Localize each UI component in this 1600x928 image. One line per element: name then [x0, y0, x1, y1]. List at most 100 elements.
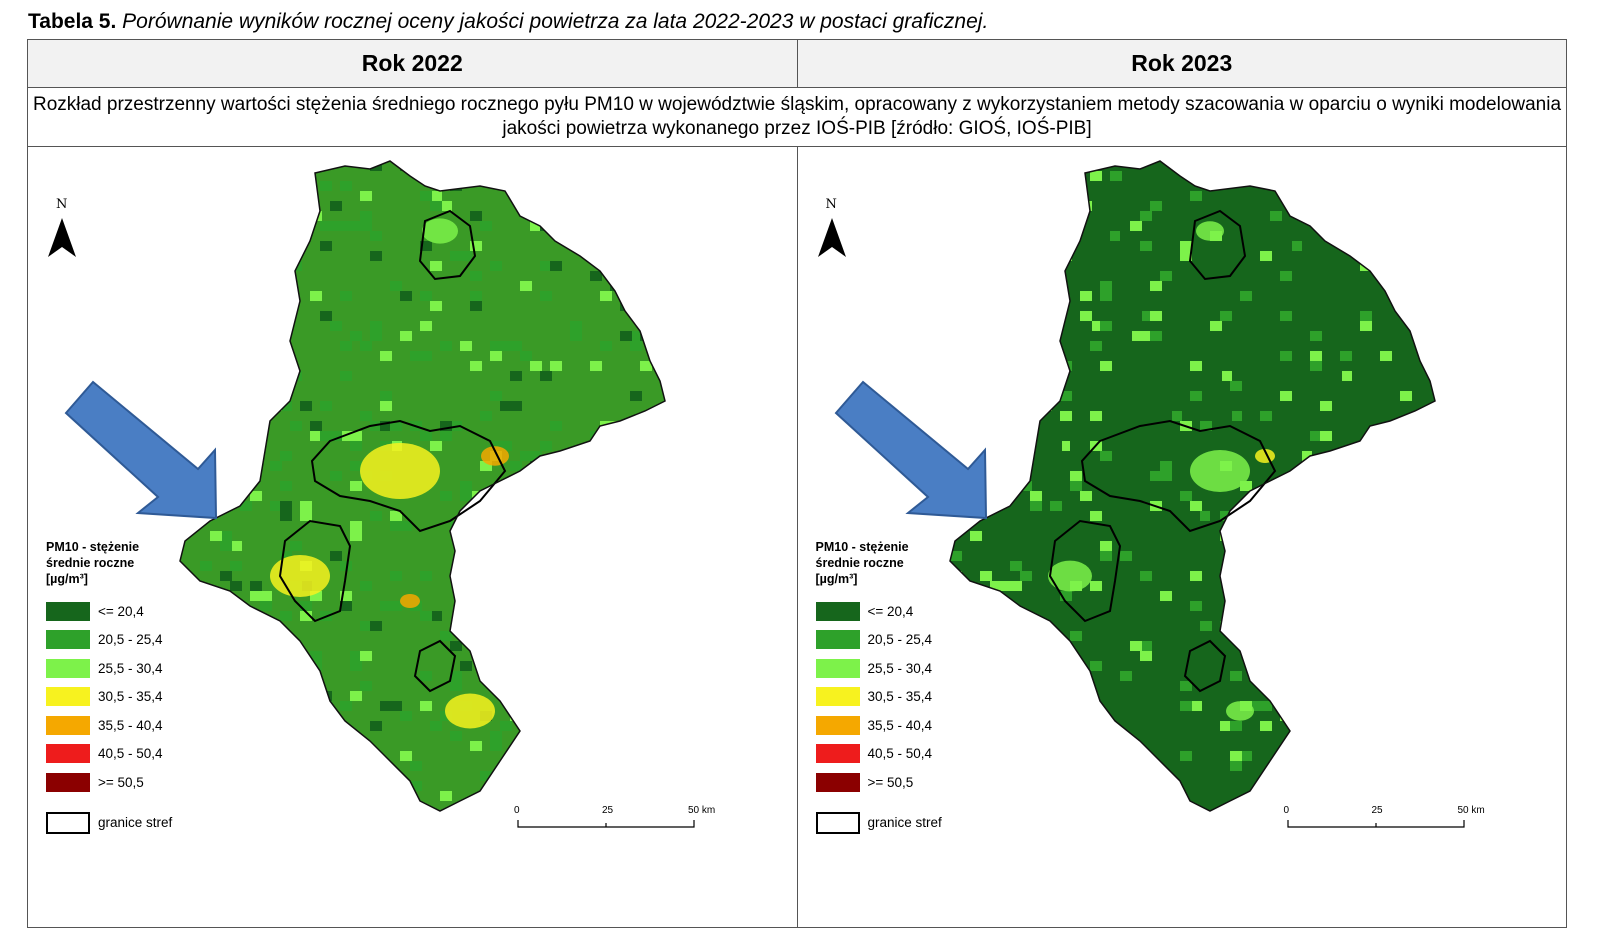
arrow-annotation	[834, 380, 987, 520]
arrow-annotation	[64, 380, 218, 520]
legend-title-line: średnie roczne	[815, 556, 904, 570]
caption-label: Tabela 5.	[28, 10, 117, 33]
region-outline	[948, 160, 1436, 812]
map-legend: PM10 - stężenie średnie roczne [µg/m³] <= 2…	[46, 539, 172, 837]
comparison-table: Rok 2022 Rok 2023 Rozkład przestrzenny w…	[27, 39, 1567, 928]
legend-swatch	[46, 744, 90, 764]
legend-label: 20,5 - 25,4	[867, 632, 933, 648]
legend-swatch	[815, 601, 860, 621]
legend-swatch	[815, 772, 860, 792]
legend-entry: >= 50,5	[815, 768, 942, 797]
legend-label: granice stref	[867, 815, 942, 831]
legend-label: 35,5 - 40,4	[98, 717, 163, 733]
legend-swatch	[46, 630, 90, 650]
zone-border	[278, 519, 352, 623]
legend-entry: 35,5 - 40,4	[815, 711, 942, 740]
legend-title: PM10 - stężenie średnie roczne [µg/m³]	[46, 539, 172, 587]
legend-label: <= 20,4	[98, 603, 144, 619]
legend-entry-border: granice stref	[815, 809, 942, 838]
legend-swatch	[815, 630, 860, 650]
pollution-hotspot	[1225, 701, 1254, 721]
legend-title-line: średnie roczne	[46, 556, 135, 570]
pollution-hotspot	[422, 218, 458, 244]
scale-label: 50 km	[1457, 805, 1485, 816]
map-legend: PM10 - stężenie średnie roczne [µg/m³] <= 2…	[815, 539, 942, 838]
legend-swatch	[815, 658, 860, 678]
map-description: Rozkład przestrzenny wartości stężenia ś…	[27, 87, 1567, 147]
pollution-hotspot	[445, 693, 495, 729]
region-outline	[179, 160, 666, 812]
pollution-hotspot	[270, 555, 330, 597]
legend-label: 30,5 - 35,4	[98, 689, 163, 705]
legend-entry: 25,5 - 30,4	[46, 654, 172, 683]
legend-title-line: [µg/m³]	[46, 572, 88, 586]
map-cell-2023: N 0 25 50 km PM10 - stężenie średnie roczne [µ…	[796, 146, 1567, 928]
table-caption: Tabela 5. Porównanie wyników rocznej oce…	[28, 10, 988, 34]
legend-label: 30,5 - 35,4	[867, 689, 933, 705]
zone-border	[418, 209, 477, 281]
legend-title-line: [µg/m³]	[815, 572, 858, 586]
scale-label: 50 km	[688, 805, 716, 816]
column-header-2022: Rok 2022	[27, 39, 798, 88]
legend-label: 35,5 - 40,4	[867, 717, 933, 733]
legend-label: 20,5 - 25,4	[98, 632, 163, 648]
legend-swatch	[815, 744, 860, 764]
north-arrow-icon	[48, 218, 76, 257]
zone-border	[1188, 209, 1246, 281]
legend-entry: <= 20,4	[46, 597, 172, 626]
zone-border	[413, 639, 457, 693]
legend-label: granice stref	[98, 815, 173, 831]
legend-label: >= 50,5	[98, 774, 144, 790]
scale-label: 0	[1283, 805, 1290, 816]
zone-border	[310, 419, 507, 533]
legend-swatch	[46, 658, 90, 678]
pollution-hotspot	[400, 594, 420, 608]
map-panel-2022: N 0 25 50 km PM10 - stężenie średnie roczne [µ…	[28, 147, 797, 927]
legend-entry: 40,5 - 50,4	[46, 740, 172, 769]
legend-entry: 40,5 - 50,4	[815, 740, 942, 769]
legend-label: 25,5 - 30,4	[867, 660, 933, 676]
legend-entry: 25,5 - 30,4	[815, 654, 942, 683]
scale-label: 25	[602, 805, 614, 816]
pollution-hotspot	[481, 446, 509, 466]
legend-label: 40,5 - 50,4	[867, 746, 933, 762]
legend-swatch-border	[815, 811, 860, 834]
north-label: N	[825, 197, 837, 212]
legend-swatch	[46, 687, 90, 707]
legend-swatch-border	[46, 811, 90, 834]
caption-text: Porównanie wyników rocznej oceny jakości…	[122, 10, 989, 33]
north-label: N	[56, 197, 68, 212]
zone-border	[1183, 639, 1226, 693]
legend-entry: 30,5 - 35,4	[815, 683, 942, 712]
scale-bar	[517, 820, 695, 828]
legend-title-line: PM10 - stężenie	[815, 540, 909, 554]
legend-entry: <= 20,4	[815, 597, 942, 626]
zone-border	[1048, 519, 1121, 623]
legend-swatch	[46, 715, 90, 735]
legend-entry: 20,5 - 25,4	[815, 626, 942, 655]
region-fill	[949, 161, 1435, 811]
legend-swatch	[815, 687, 860, 707]
column-header-2023: Rok 2023	[796, 39, 1567, 88]
legend-entry: 30,5 - 35,4	[46, 683, 172, 712]
pm10-map	[817, 160, 1465, 828]
legend-title: PM10 - stężenie średnie roczne [µg/m³]	[816, 539, 942, 587]
scale-label: 0	[514, 805, 520, 816]
pollution-hotspot	[360, 443, 440, 499]
map-cell-2022: N 0 25 50 km PM10 - stężenie średnie roczne [µ…	[27, 146, 798, 928]
legend-label: <= 20,4	[867, 603, 914, 619]
legend-entry: >= 50,5	[46, 768, 172, 797]
legend-swatch	[46, 601, 90, 621]
legend-label: 40,5 - 50,4	[98, 746, 163, 762]
pollution-hotspot	[1047, 560, 1092, 592]
legend-label: >= 50,5	[867, 774, 914, 790]
legend-entry: 35,5 - 40,4	[46, 711, 172, 740]
legend-entry: 20,5 - 25,4	[46, 626, 172, 655]
legend-swatch	[46, 772, 90, 792]
legend-label: 25,5 - 30,4	[98, 660, 163, 676]
pollution-hotspot	[1189, 450, 1250, 492]
legend-entry-border: granice stref	[46, 809, 172, 838]
pm10-map	[48, 160, 695, 828]
scale-label: 25	[1371, 805, 1383, 816]
map-panel-2023: N 0 25 50 km PM10 - stężenie średnie roczne [µ…	[798, 147, 1567, 927]
